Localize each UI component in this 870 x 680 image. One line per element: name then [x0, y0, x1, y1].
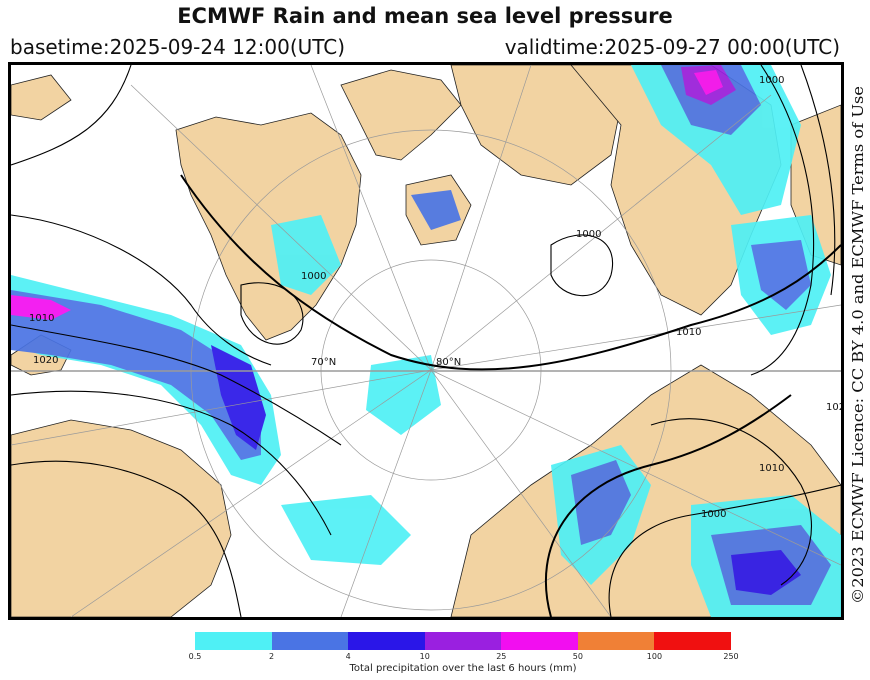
legend-tick-label: 0.5 [188, 652, 202, 661]
map-panel[interactable]: 1000 1000 1010 1020 1010 1000 1020 1000 … [8, 62, 844, 620]
credit-canvas: ©2023 ECMWF Licence: CC BY 4.0 and ECMWF… [849, 86, 867, 604]
credit-text: ©2023 ECMWF Licence: CC BY 4.0 and ECMWF… [849, 86, 867, 604]
graticule [11, 65, 841, 617]
isobar-label: 1010 [29, 313, 54, 324]
validtime-label: validtime:2025-09-27 00:00(UTC) [504, 35, 840, 59]
graticule-label-group: 80°N 70°N [311, 357, 461, 368]
legend-swatch-0 [195, 632, 272, 650]
precip-islands [411, 190, 461, 230]
precip-alaska-peak [694, 70, 723, 95]
legend-tick-label: 50 [572, 652, 583, 661]
precip-legend-ticks: 0.5 2 4 10 25 50 100 250 [189, 652, 739, 664]
map-canvas: 1000 1000 1010 1020 1010 1000 1020 1000 … [11, 65, 841, 617]
isobar-label: 1010 [759, 463, 784, 474]
legend-swatch-6 [654, 632, 732, 650]
legend-swatch-4 [501, 632, 578, 650]
legend-tick-label: 10 [419, 652, 430, 661]
isobar-label: 1000 [759, 75, 784, 86]
isobars [11, 65, 841, 617]
precip-bering-core [751, 240, 811, 310]
precip-band-west-heavy [11, 295, 71, 320]
legend-tick-label: 25 [496, 652, 507, 661]
credit-text-column: ©2023 ECMWF Licence: CC BY 4.0 and ECMWF… [848, 82, 868, 604]
legend-tick-label: 100 [646, 652, 663, 661]
precip-central [366, 355, 441, 435]
legend-swatch-5 [577, 632, 655, 650]
latitude-circle-outer [190, 129, 672, 611]
isobar-label: 1000 [576, 229, 601, 240]
precip-scatter-south [281, 495, 411, 565]
legend-swatch-2 [348, 632, 425, 650]
map-title: ECMWF Rain and mean sea level pressure [177, 4, 673, 28]
precip-legend-bar [195, 632, 732, 650]
isobar-label: 1010 [676, 327, 701, 338]
isobar-label: 1020 [33, 355, 58, 366]
latitude-label: 80°N [436, 357, 461, 368]
isobar-label: 1020 [826, 402, 841, 413]
latitude-circle-inner [320, 259, 542, 481]
isobar-label: 1000 [701, 509, 726, 520]
basetime-label: basetime:2025-09-24 12:00(UTC) [10, 35, 346, 59]
precip-siberia-east-core [571, 460, 631, 545]
legend-tick-label: 250 [723, 652, 739, 661]
legend-swatch-3 [424, 632, 502, 650]
precip-legend-title: Total precipitation over the last 6 hour… [349, 663, 577, 674]
scandinavia-land [11, 419, 232, 617]
legend-swatch-1 [271, 632, 349, 650]
legend-tick-label: 4 [345, 652, 351, 661]
latitude-label: 70°N [311, 357, 336, 368]
precip-band-west-mid [11, 290, 261, 460]
isobar-label: 1000 [301, 271, 326, 282]
isobar-label-group: 1000 1000 1010 1020 1010 1000 1020 1000 … [29, 75, 841, 520]
iceland-land [11, 74, 72, 121]
legend-tick-label: 2 [269, 652, 275, 661]
